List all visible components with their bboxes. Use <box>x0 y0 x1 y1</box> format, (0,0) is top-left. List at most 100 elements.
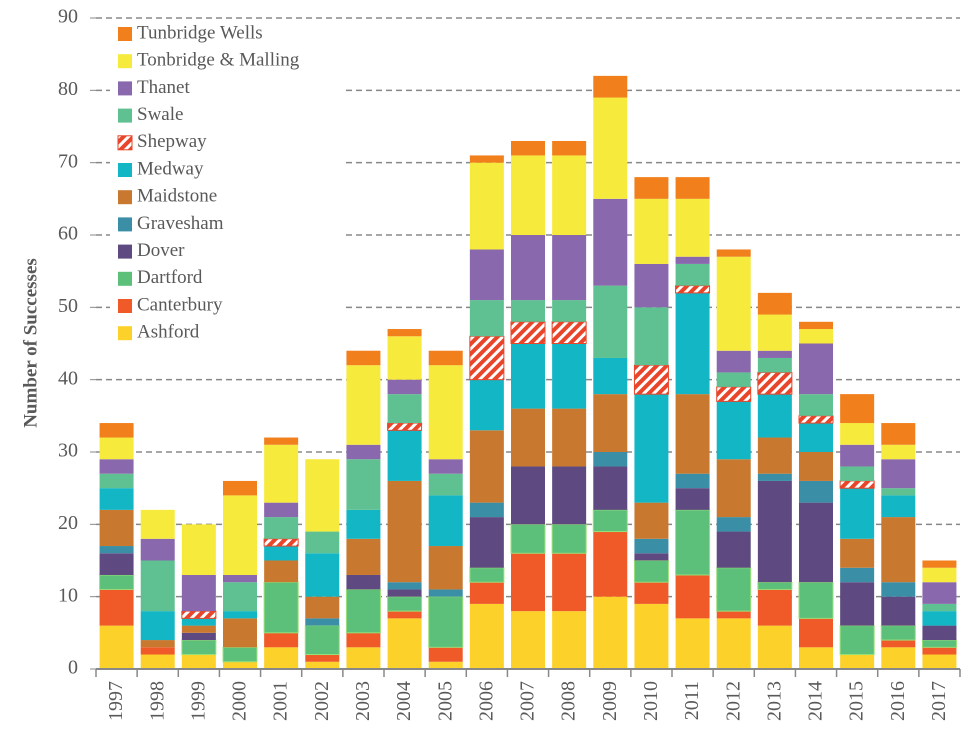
bar-segment <box>799 618 833 648</box>
bar-segment <box>634 307 669 366</box>
x-tick-label: 2005 <box>434 681 456 721</box>
bar-segment <box>428 350 463 366</box>
bar-segment <box>387 480 422 583</box>
bar-segment <box>716 249 751 257</box>
bar-segment <box>551 321 587 344</box>
bar-segment <box>428 546 463 590</box>
bar-segment <box>592 509 628 533</box>
bar-segment <box>223 582 257 612</box>
legend-label: Ashford <box>137 322 200 343</box>
bar-segment <box>346 647 381 669</box>
bar-segment <box>633 560 669 583</box>
y-tick-label: 80 <box>58 78 78 100</box>
x-tick-label: 2015 <box>846 681 868 721</box>
bar-segment <box>716 517 751 532</box>
bar-segment <box>223 618 257 648</box>
x-tick-label: 2016 <box>887 681 909 721</box>
bar-segment <box>264 647 299 669</box>
x-tick-label: 2013 <box>763 681 785 721</box>
bar-segment <box>305 618 340 626</box>
legend-label: Medway <box>137 158 204 179</box>
bar-segment <box>181 632 216 641</box>
bar-segment <box>593 531 628 597</box>
bar-segment <box>757 314 792 351</box>
bar-segment <box>387 422 423 431</box>
bar-segment <box>387 618 422 669</box>
bar-segment <box>840 444 875 467</box>
bar-segment <box>881 596 916 626</box>
legend-label: Dover <box>137 240 185 261</box>
bar-segment <box>552 235 587 301</box>
bar-segment <box>469 379 504 431</box>
legend-swatch <box>118 81 132 96</box>
bar-segment <box>346 459 381 510</box>
bar-segment <box>428 473 463 496</box>
bar-segment <box>757 581 793 590</box>
legend-label: Gravesham <box>137 213 224 234</box>
legend-label: Thanet <box>137 77 190 98</box>
bar-segment <box>222 646 258 663</box>
bar-segment <box>140 538 175 561</box>
bar-segment <box>181 574 216 612</box>
bar-segment <box>922 560 957 568</box>
bar-segment <box>675 263 710 286</box>
bar-segment <box>511 155 545 235</box>
bar-segment <box>469 162 504 250</box>
bar-segment <box>387 582 422 590</box>
bar-segment <box>634 538 669 554</box>
x-tick-label: 2006 <box>475 681 497 721</box>
bar-segment <box>387 329 422 337</box>
x-tick-label: 1998 <box>146 681 168 721</box>
bar-segment <box>552 155 587 235</box>
bar-segment <box>798 415 834 424</box>
bar-segment <box>264 546 299 561</box>
bar-segment <box>264 437 299 445</box>
bar-segment <box>387 336 422 380</box>
bar-segment <box>798 581 834 619</box>
bar-segment <box>675 509 711 576</box>
legend-swatch <box>118 326 132 341</box>
bar-segment <box>675 473 710 489</box>
bar-segment <box>881 444 916 460</box>
bar-segment <box>716 386 752 402</box>
bar-segment <box>387 379 422 395</box>
bar-segment <box>799 343 833 395</box>
bar-segment <box>263 581 299 634</box>
x-tick-label: 2012 <box>722 681 744 721</box>
bar-segment <box>552 300 587 322</box>
legend-bg <box>110 20 346 351</box>
bar-segment <box>469 430 504 503</box>
bar-segment <box>428 647 463 662</box>
bar-segment <box>922 647 957 655</box>
bar-segment <box>181 610 217 619</box>
bar-segment <box>799 329 833 344</box>
bar-segment <box>346 365 381 445</box>
bar-segment <box>223 574 257 583</box>
bar-segment <box>99 488 134 510</box>
bar-segment <box>881 423 916 445</box>
bar-segment <box>922 567 957 583</box>
legend-label: Canterbury <box>137 294 223 315</box>
bar-segment <box>840 654 875 669</box>
bar-segment <box>264 502 299 518</box>
bar-segment <box>428 365 463 460</box>
bar-segment <box>593 357 628 395</box>
bar-segment <box>881 582 916 597</box>
bar-segment <box>140 647 175 655</box>
bar-segment <box>716 372 751 387</box>
bar-segment <box>675 285 711 294</box>
bar-segment <box>593 97 628 199</box>
bar-segment <box>757 625 792 669</box>
bar-segment <box>634 177 669 199</box>
bar-segment <box>99 546 134 554</box>
bar-segment <box>387 596 423 612</box>
bar-segment <box>469 155 504 163</box>
bar-segment <box>346 509 381 539</box>
bar-segment <box>799 480 833 503</box>
bar-segment <box>881 640 916 648</box>
bar-segment <box>181 625 216 633</box>
x-tick-label: 1997 <box>105 681 127 721</box>
bar-segment <box>264 517 299 539</box>
bar-segment <box>99 423 134 438</box>
